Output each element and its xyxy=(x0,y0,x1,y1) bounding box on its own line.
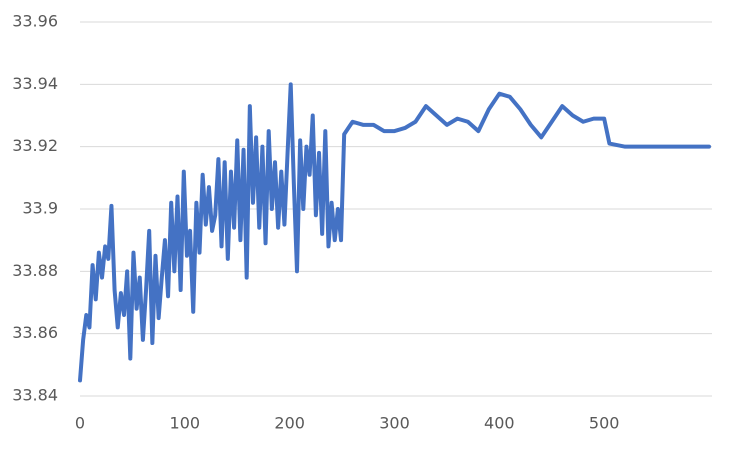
x-tick-label: 100 xyxy=(170,414,201,433)
x-tick-label: 400 xyxy=(484,414,515,433)
x-tick-label: 500 xyxy=(589,414,620,433)
x-tick-label: 300 xyxy=(379,414,410,433)
y-tick-label: 33.96 xyxy=(12,12,58,31)
y-tick-label: 33.92 xyxy=(12,136,58,155)
y-tick-label: 33.86 xyxy=(12,323,58,342)
x-tick-label: 0 xyxy=(75,414,85,433)
y-tick-label: 33.84 xyxy=(12,386,58,405)
y-tick-label: 33.94 xyxy=(12,74,58,93)
y-tick-label: 33.9 xyxy=(22,199,58,218)
y-tick-label: 33.88 xyxy=(12,261,58,280)
x-tick-label: 200 xyxy=(274,414,305,433)
data-line xyxy=(78,82,711,383)
